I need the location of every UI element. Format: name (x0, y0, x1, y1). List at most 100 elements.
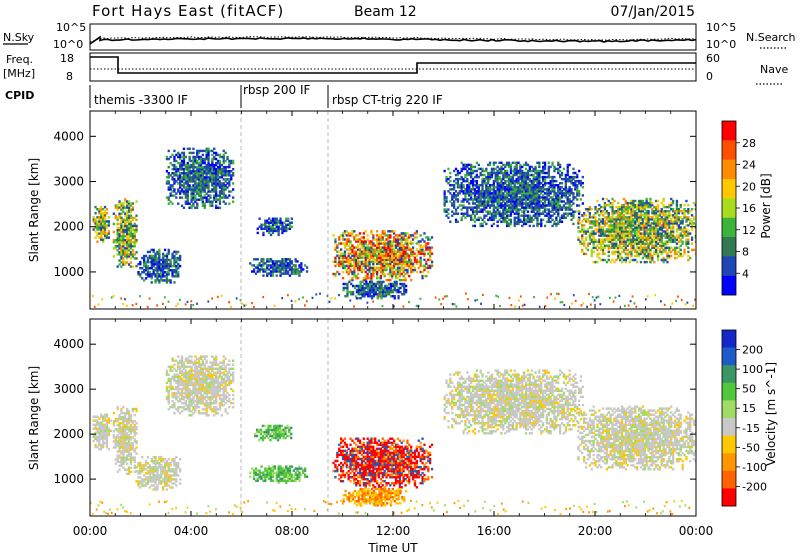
range-cell (173, 157, 176, 161)
range-cell (645, 226, 648, 229)
range-cell (687, 232, 690, 235)
range-cell (637, 240, 641, 243)
range-cell (504, 165, 507, 169)
range-cell (598, 240, 601, 243)
range-cell (504, 212, 507, 215)
range-cell (341, 260, 345, 264)
range-cell (184, 182, 187, 185)
range-cell (126, 214, 129, 217)
range-cell (382, 288, 385, 292)
range-cell (620, 224, 624, 227)
range-cell (179, 174, 182, 177)
range-cell (260, 225, 263, 229)
range-cell (649, 197, 652, 201)
range-cell (639, 260, 643, 264)
range-cell (532, 169, 535, 173)
range-cell (389, 274, 392, 278)
range-cell (258, 217, 261, 220)
range-cell (477, 202, 480, 205)
range-cell (167, 176, 170, 179)
range-cell (515, 169, 518, 173)
range-cell (179, 182, 182, 185)
range-cell (577, 226, 580, 229)
range-cell (532, 179, 535, 183)
range-cell (196, 161, 199, 165)
range-cell (342, 288, 345, 292)
range-cell (366, 250, 369, 253)
range-cell (127, 238, 131, 242)
range-cell (175, 258, 178, 262)
range-cell (456, 192, 460, 195)
range-cell (637, 214, 641, 217)
range-cell (464, 196, 467, 199)
range-cell (498, 169, 501, 173)
range-cell (511, 188, 514, 191)
range-cell (553, 194, 556, 197)
range-cell (477, 198, 480, 201)
range-cell (534, 190, 537, 193)
range-cell (649, 232, 652, 235)
range-cell (163, 262, 167, 266)
range-cell (216, 184, 220, 187)
range-cell (634, 230, 637, 233)
range-cell (662, 214, 665, 217)
range-cell (460, 188, 463, 191)
range-cell (419, 264, 422, 268)
range-cell (672, 238, 675, 241)
range-cell (603, 212, 607, 215)
range-cell (668, 216, 671, 219)
range-cell (277, 219, 280, 222)
range-cell (127, 247, 131, 250)
range-cell (526, 204, 530, 207)
range-cell (180, 178, 184, 181)
range-cell (658, 236, 662, 239)
range-cell (222, 159, 225, 163)
range-cell (624, 201, 627, 205)
range-cell (468, 198, 471, 201)
range-cell (466, 212, 469, 215)
range-cell (542, 161, 545, 165)
range-cell (199, 161, 203, 165)
range-cell (479, 196, 482, 199)
range-cell (670, 226, 673, 229)
range-cell (560, 200, 564, 203)
range-cell (129, 253, 133, 256)
range-cell (511, 192, 514, 195)
range-cell (402, 274, 405, 278)
range-cell (194, 188, 197, 191)
range-cell (532, 196, 535, 199)
range-cell (167, 271, 170, 274)
range-cell (294, 268, 297, 271)
range-cell (536, 208, 539, 211)
range-cell (127, 232, 131, 236)
range-cell (120, 234, 123, 238)
range-cell (466, 190, 469, 193)
range-cell (358, 260, 362, 264)
range-cell (458, 204, 461, 207)
range-cell (213, 172, 216, 175)
range-cell (383, 244, 386, 247)
range-cell (124, 247, 127, 250)
range-cell (369, 282, 372, 286)
range-cell (538, 210, 541, 213)
range-cell (630, 218, 633, 221)
range-cell (443, 169, 446, 173)
range-cell (167, 279, 170, 282)
range-cell (393, 264, 396, 268)
range-cell (664, 220, 667, 223)
range-cell (179, 161, 182, 165)
range-cell (513, 202, 516, 205)
range-cell (387, 234, 390, 237)
range-cell (526, 206, 530, 209)
range-cell (509, 177, 513, 181)
range-cell (182, 153, 186, 157)
range-cell (146, 269, 150, 272)
range-cell (649, 226, 652, 229)
range-cell (611, 230, 614, 233)
range-cell (194, 182, 197, 185)
range-cell (630, 224, 633, 227)
range-cell (502, 200, 505, 203)
range-cell (358, 256, 362, 260)
range-cell (687, 242, 690, 245)
range-cell (180, 172, 184, 175)
